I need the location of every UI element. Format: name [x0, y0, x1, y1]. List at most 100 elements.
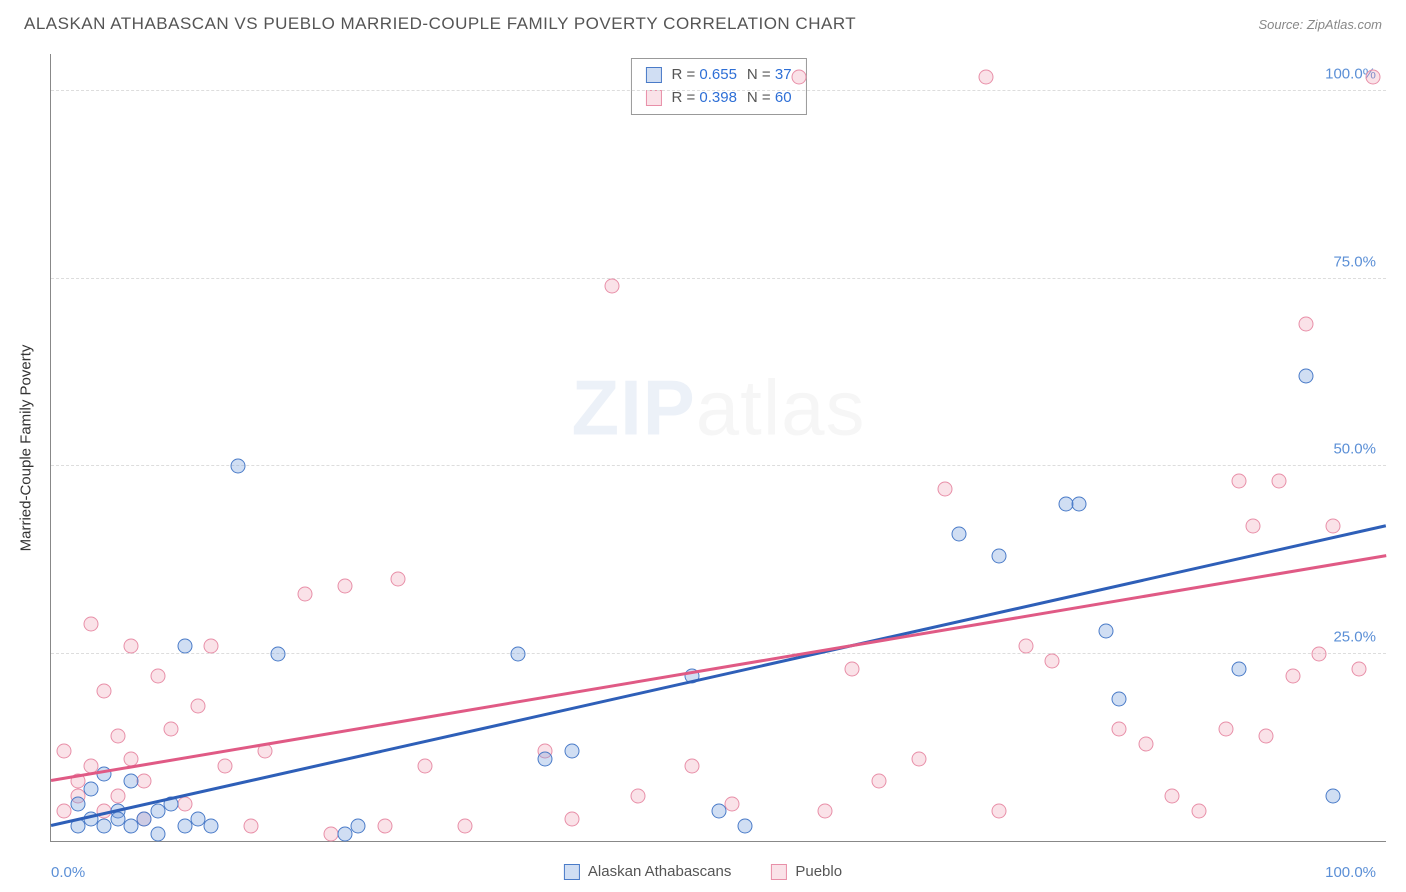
data-point: [911, 751, 926, 766]
data-point: [150, 669, 165, 684]
stat-n: N = 37: [747, 64, 792, 87]
data-point: [604, 279, 619, 294]
data-point: [1298, 369, 1313, 384]
legend: Alaskan Athabascans Pueblo: [564, 863, 842, 880]
legend-swatch-icon: [564, 864, 580, 880]
data-point: [1165, 789, 1180, 804]
data-point: [1098, 624, 1113, 639]
data-point: [110, 729, 125, 744]
data-point: [337, 579, 352, 594]
stats-row: R = 0.655 N = 37: [645, 64, 791, 87]
data-point: [991, 549, 1006, 564]
y-tick-label: 75.0%: [1333, 253, 1376, 270]
gridline: [51, 653, 1386, 654]
data-point: [150, 826, 165, 841]
legend-label: Alaskan Athabascans: [588, 863, 731, 880]
data-point: [297, 586, 312, 601]
legend-item: Pueblo: [771, 863, 842, 880]
data-point: [871, 774, 886, 789]
data-point: [1325, 519, 1340, 534]
x-tick-label: 0.0%: [51, 864, 85, 881]
data-point: [164, 721, 179, 736]
data-point: [1298, 316, 1313, 331]
data-point: [124, 639, 139, 654]
data-point: [217, 759, 232, 774]
data-point: [1245, 519, 1260, 534]
source-label: Source: ZipAtlas.com: [1258, 17, 1382, 32]
data-point: [1365, 69, 1380, 84]
data-point: [124, 774, 139, 789]
data-point: [1192, 804, 1207, 819]
legend-swatch-icon: [645, 90, 661, 106]
data-point: [537, 751, 552, 766]
data-point: [1325, 789, 1340, 804]
watermark: ZIPatlas: [571, 363, 865, 454]
data-point: [1112, 721, 1127, 736]
data-point: [818, 804, 833, 819]
data-point: [177, 639, 192, 654]
data-point: [1138, 736, 1153, 751]
data-point: [1232, 474, 1247, 489]
stat-r: R = 0.655: [671, 64, 736, 87]
data-point: [951, 526, 966, 541]
data-point: [457, 819, 472, 834]
data-point: [84, 616, 99, 631]
data-point: [244, 819, 259, 834]
data-point: [1071, 496, 1086, 511]
trendline: [51, 554, 1386, 781]
data-point: [377, 819, 392, 834]
data-point: [631, 789, 646, 804]
data-point: [845, 661, 860, 676]
data-point: [391, 571, 406, 586]
data-point: [1272, 474, 1287, 489]
gridline: [51, 90, 1386, 91]
data-point: [97, 684, 112, 699]
data-point: [738, 819, 753, 834]
data-point: [1352, 661, 1367, 676]
data-point: [177, 796, 192, 811]
data-point: [110, 789, 125, 804]
data-point: [511, 646, 526, 661]
data-point: [204, 639, 219, 654]
stats-box: R = 0.655N = 37R = 0.398N = 60: [630, 58, 806, 115]
data-point: [724, 796, 739, 811]
x-tick-label: 100.0%: [1325, 864, 1376, 881]
y-axis-label: Married-Couple Family Poverty: [18, 345, 35, 552]
data-point: [137, 774, 152, 789]
data-point: [190, 699, 205, 714]
data-point: [1312, 646, 1327, 661]
data-point: [791, 69, 806, 84]
data-point: [938, 481, 953, 496]
data-point: [684, 759, 699, 774]
data-point: [204, 819, 219, 834]
data-point: [417, 759, 432, 774]
data-point: [711, 804, 726, 819]
data-point: [564, 811, 579, 826]
gridline: [51, 278, 1386, 279]
plot-region: ZIPatlas R = 0.655N = 37R = 0.398N = 60 …: [50, 54, 1386, 842]
data-point: [70, 796, 85, 811]
legend-label: Pueblo: [795, 863, 842, 880]
data-point: [1112, 691, 1127, 706]
legend-item: Alaskan Athabascans: [564, 863, 731, 880]
data-point: [564, 744, 579, 759]
data-point: [1218, 721, 1233, 736]
data-point: [1258, 729, 1273, 744]
data-point: [991, 804, 1006, 819]
data-point: [270, 646, 285, 661]
trendline: [51, 524, 1387, 826]
gridline: [51, 465, 1386, 466]
data-point: [351, 819, 366, 834]
y-tick-label: 25.0%: [1333, 628, 1376, 645]
data-point: [978, 69, 993, 84]
chart-title: ALASKAN ATHABASCAN VS PUEBLO MARRIED-COU…: [24, 14, 856, 34]
data-point: [84, 781, 99, 796]
data-point: [1285, 669, 1300, 684]
legend-swatch-icon: [645, 67, 661, 83]
data-point: [1045, 654, 1060, 669]
legend-swatch-icon: [771, 864, 787, 880]
data-point: [1018, 639, 1033, 654]
chart-area: ZIPatlas R = 0.655N = 37R = 0.398N = 60 …: [50, 54, 1386, 842]
y-tick-label: 50.0%: [1333, 441, 1376, 458]
data-point: [1232, 661, 1247, 676]
